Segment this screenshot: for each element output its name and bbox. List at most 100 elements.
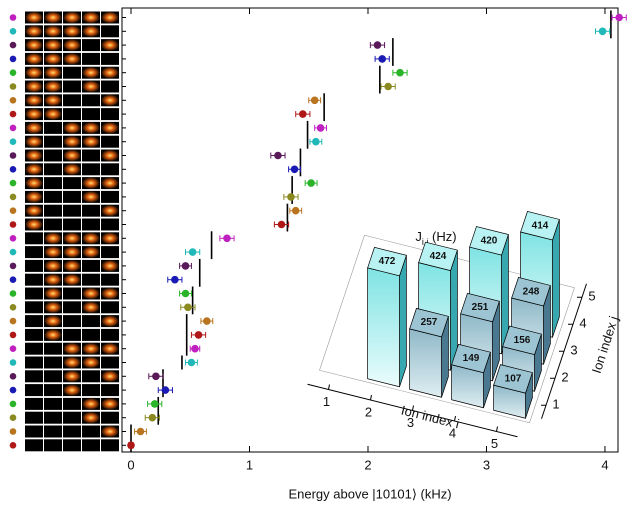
ion-image xyxy=(44,232,62,245)
ion-image xyxy=(82,80,100,93)
ion-image xyxy=(25,80,43,93)
row-dot xyxy=(9,373,17,380)
bar-3d xyxy=(367,246,407,388)
ion-image xyxy=(25,218,43,231)
ion-image xyxy=(63,39,81,52)
ion-image xyxy=(101,108,119,121)
ion-image xyxy=(44,204,62,217)
data-point xyxy=(396,68,404,77)
data-point xyxy=(316,124,325,132)
row-dot xyxy=(9,69,17,76)
row-dot xyxy=(9,428,17,435)
ion-image xyxy=(82,287,100,300)
j-tick-label: 2 xyxy=(561,370,568,385)
ion-image xyxy=(25,94,43,107)
i-tick xyxy=(412,405,414,411)
data-point xyxy=(287,193,295,201)
ion-image xyxy=(82,315,100,328)
ion-image xyxy=(101,204,119,217)
row-dot xyxy=(9,221,17,228)
ion-image xyxy=(101,411,119,424)
row-dot xyxy=(9,83,17,90)
data-point xyxy=(203,317,211,325)
data-point xyxy=(223,234,231,243)
ion-image xyxy=(25,39,43,52)
row-dot xyxy=(9,345,17,353)
ion-image xyxy=(63,259,81,272)
ion-image xyxy=(82,218,100,231)
ion-image xyxy=(44,246,62,259)
ion-image xyxy=(101,94,119,107)
ion-image xyxy=(63,108,81,121)
ion-image xyxy=(101,66,119,79)
data-point xyxy=(615,13,623,22)
data-point xyxy=(299,110,307,118)
ion-image xyxy=(82,135,100,148)
bar-top xyxy=(451,343,491,374)
ion-image xyxy=(82,301,100,314)
ion-image xyxy=(44,11,62,24)
ion-image xyxy=(44,439,62,452)
ion-image xyxy=(101,52,119,65)
ion-image xyxy=(101,259,119,272)
row-dot xyxy=(9,110,17,118)
row-dot xyxy=(9,235,17,242)
ion-image xyxy=(82,39,100,52)
ion-image xyxy=(44,135,62,148)
ion-image xyxy=(63,439,81,452)
row-dot xyxy=(9,124,17,132)
ion-image xyxy=(101,397,119,410)
data-point xyxy=(148,413,157,422)
row-dot xyxy=(9,152,17,159)
ion-image xyxy=(101,39,119,52)
ion-image xyxy=(25,315,43,328)
ion-image xyxy=(63,11,81,24)
ion-image xyxy=(82,190,100,203)
data-point xyxy=(184,303,192,312)
ion-image xyxy=(44,177,62,190)
bar-top xyxy=(409,307,449,338)
row-dot xyxy=(9,386,17,394)
ion-image xyxy=(25,397,43,410)
ion-image xyxy=(44,384,62,397)
ion-image xyxy=(63,384,81,397)
bar-value-label: 414 xyxy=(532,220,549,231)
ion-image xyxy=(44,121,62,134)
data-point xyxy=(384,82,392,91)
ion-image xyxy=(82,439,100,452)
row-dot xyxy=(9,317,17,325)
ion-image xyxy=(44,315,62,328)
ion-image xyxy=(63,232,81,245)
bar-top xyxy=(502,325,542,356)
i-tick xyxy=(328,384,330,390)
j-tick-label: 4 xyxy=(579,316,586,331)
ion-image xyxy=(25,439,43,452)
ion-image xyxy=(101,246,119,259)
ion-image xyxy=(44,342,62,355)
ion-image xyxy=(25,328,43,341)
bar-top xyxy=(460,292,500,323)
row-dot xyxy=(9,14,17,21)
ion-image xyxy=(82,397,100,410)
ion-image xyxy=(101,190,119,203)
data-point xyxy=(307,179,315,187)
ion-image xyxy=(101,328,119,341)
row-dot xyxy=(9,262,17,270)
ion-image xyxy=(82,108,100,121)
ion-image xyxy=(44,149,62,162)
i-tick-label: 1 xyxy=(323,394,330,409)
ion-image xyxy=(44,218,62,231)
row-dot xyxy=(9,166,17,173)
ion-image xyxy=(44,411,62,424)
ion-image xyxy=(101,342,119,355)
bar-value-label: 248 xyxy=(523,286,540,297)
ion-image xyxy=(63,149,81,162)
bar-top xyxy=(520,211,560,241)
data-point xyxy=(291,206,300,215)
bar-top xyxy=(469,226,509,256)
i-tick-label: 3 xyxy=(407,415,414,430)
row-dot xyxy=(9,207,17,214)
ion-image xyxy=(44,25,62,38)
ion-image xyxy=(101,149,119,162)
